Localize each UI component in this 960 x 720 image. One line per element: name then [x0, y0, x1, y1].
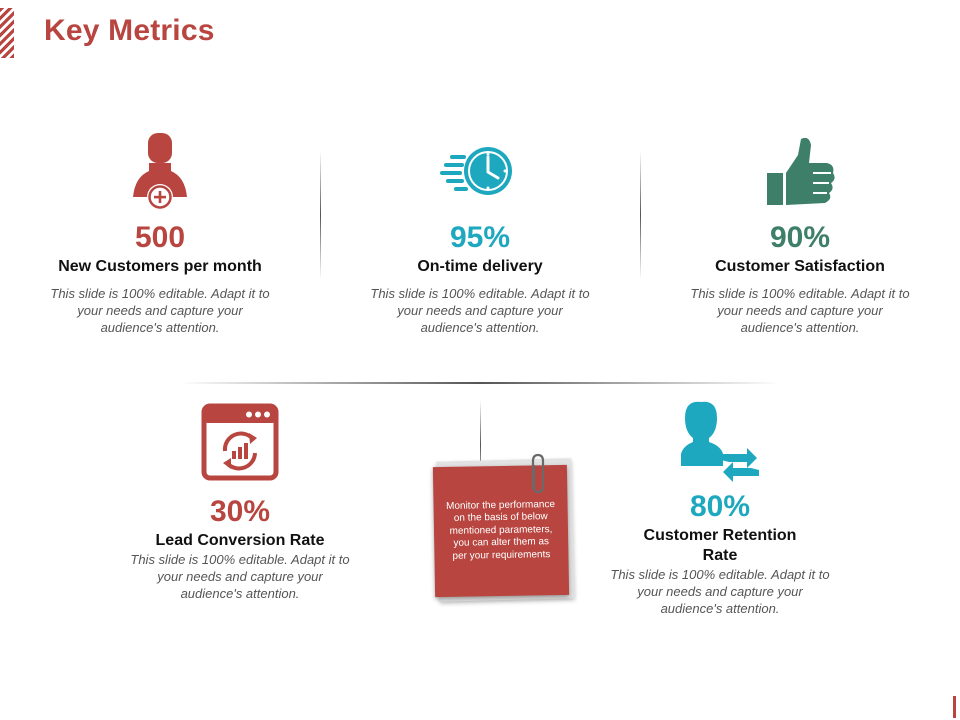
metric-lead-conversion-rate: 30% Lead Conversion Rate This slide is 1…: [115, 403, 365, 602]
metric-label: On-time delivery: [417, 258, 543, 275]
metric-value: 80%: [689, 490, 751, 523]
title-accent-stripe: [0, 8, 14, 58]
metric-label: New Customers per month: [58, 258, 262, 275]
metric-customer-retention-rate: 80% Customer Retention Rate This slide i…: [595, 398, 845, 617]
vertical-divider: [480, 400, 481, 490]
metric-description: This slide is 100% editable. Adapt it to…: [370, 286, 590, 335]
metric-description: This slide is 100% editable. Adapt it to…: [690, 286, 910, 335]
sticky-note-text: Monitor the performance on the basis of …: [445, 498, 556, 562]
sticky-note: Monitor the performance on the basis of …: [432, 452, 577, 612]
metric-description: This slide is 100% editable. Adapt it to…: [130, 552, 350, 601]
page-title: Key Metrics: [44, 14, 215, 47]
metric-value: 500: [134, 221, 186, 254]
metric-description: This slide is 100% editable. Adapt it to…: [50, 286, 270, 335]
browser-chart-icon: [201, 403, 279, 481]
vertical-divider: [320, 150, 321, 280]
metric-value: 90%: [769, 221, 831, 254]
metric-label: Customer Satisfaction: [715, 258, 885, 275]
corner-accent-mark: [953, 696, 956, 718]
metric-customer-satisfaction: 90% Customer Satisfaction This slide is …: [675, 133, 925, 336]
metric-new-customers: 500 New Customers per month This slide i…: [35, 133, 285, 336]
fast-clock-icon: [440, 147, 512, 195]
paperclip-icon: [531, 453, 545, 494]
vertical-divider: [640, 150, 641, 280]
metric-on-time-delivery: 95% On-time delivery This slide is 100% …: [355, 133, 605, 336]
user-sync-icon: [681, 401, 759, 482]
thumbs-up-icon: [767, 137, 835, 205]
metric-value: 95%: [449, 221, 511, 254]
metric-description: This slide is 100% editable. Adapt it to…: [610, 567, 830, 616]
user-add-icon: [133, 133, 187, 210]
metric-value: 30%: [209, 495, 271, 528]
horizontal-divider: [180, 382, 780, 384]
metric-label: Lead Conversion Rate: [155, 532, 325, 549]
metric-label: Customer Retention Rate: [643, 527, 797, 564]
